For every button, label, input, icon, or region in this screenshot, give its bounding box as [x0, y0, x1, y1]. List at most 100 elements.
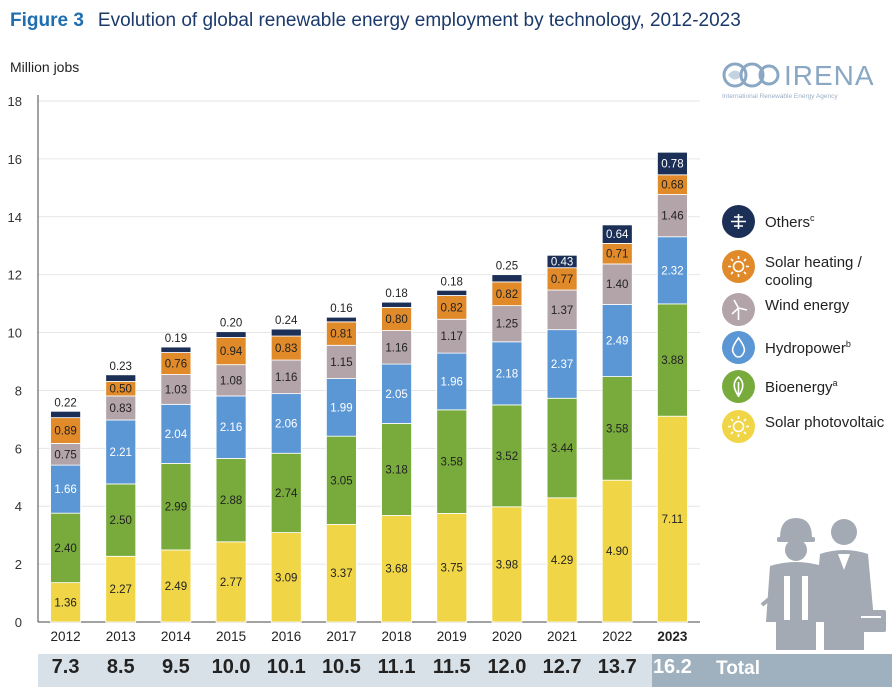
data-label: 2.16: [220, 422, 242, 434]
data-label: 0.83: [275, 343, 297, 355]
data-label: 4.90: [606, 546, 628, 558]
data-label: 0.89: [54, 426, 76, 438]
total-value: 13.7: [597, 656, 637, 678]
data-label: 0.18: [385, 288, 407, 300]
bar-segment: [160, 403, 192, 464]
data-label: 2.49: [165, 581, 187, 593]
bar-segment: [270, 359, 302, 395]
data-label: 7.11: [662, 514, 684, 526]
y-tick-label: 8: [15, 383, 22, 398]
data-label: 0.75: [54, 449, 76, 461]
data-label: 0.94: [220, 346, 243, 358]
data-label: 0.77: [551, 274, 573, 286]
totals-label: Total: [716, 658, 760, 679]
bar-segment: [105, 419, 137, 485]
legend-footnote-marker: b: [845, 339, 851, 349]
bar-segment: [546, 497, 578, 623]
x-tick-label: 2015: [216, 629, 246, 644]
data-label: 0.82: [496, 289, 518, 301]
y-tick-label: 4: [15, 499, 22, 514]
bar-segment: [546, 289, 578, 331]
data-label: 0.19: [165, 333, 187, 345]
x-tick-label: 2016: [271, 629, 301, 644]
data-label: 0.71: [606, 249, 628, 261]
data-label: 2.74: [275, 488, 298, 500]
data-label: 0.50: [110, 384, 132, 396]
data-label: 4.29: [551, 555, 573, 567]
bar-segment: [491, 274, 523, 283]
total-value: 10.1: [266, 656, 306, 678]
legend-label: Bioenergya: [765, 378, 838, 396]
data-label: 0.81: [330, 329, 352, 341]
bar-segment: [381, 301, 412, 308]
bar-segment: [160, 346, 192, 353]
bar-segment: [270, 335, 302, 361]
x-tick-label: 2022: [602, 629, 632, 644]
bar-segment: [657, 194, 688, 238]
bar-segment: [436, 513, 468, 623]
bar-segment: [657, 415, 688, 623]
data-label: 1.36: [54, 597, 76, 609]
bar-segment: [601, 224, 633, 244]
data-label: 0.64: [606, 229, 629, 241]
bar-segment: [491, 404, 523, 508]
data-label: 0.78: [661, 159, 683, 171]
x-tick-label: 2017: [326, 629, 356, 644]
total-value: 10.0: [211, 656, 251, 678]
chart-title: Evolution of global renewable energy emp…: [97, 10, 741, 31]
total-value: 12.7: [542, 656, 582, 678]
total-value: 11.1: [377, 656, 416, 678]
data-label: 0.18: [441, 276, 463, 288]
bar-segment: [491, 305, 523, 343]
data-label: 1.03: [165, 384, 187, 396]
data-label: 0.80: [385, 314, 407, 326]
data-label: 2.21: [110, 447, 132, 459]
data-label: 0.16: [330, 303, 352, 315]
data-label: 0.20: [220, 318, 242, 330]
y-tick-label: 12: [8, 268, 22, 283]
bar-segment: [436, 409, 468, 514]
bar-segment: [436, 289, 468, 296]
data-label: 2.32: [661, 265, 683, 277]
logo-subtitle: International Renewable Energy Agency: [722, 93, 838, 100]
total-value: 7.3: [51, 656, 80, 678]
bar-segment: [160, 549, 192, 623]
x-tick-label: 2018: [382, 629, 412, 644]
data-label: 0.22: [54, 397, 76, 409]
total-value: 9.5: [162, 656, 190, 678]
y-tick-label: 6: [15, 441, 22, 456]
sun-icon: [722, 410, 755, 443]
legend-label: Othersc: [765, 213, 815, 231]
data-label: 2.88: [220, 495, 242, 507]
bar-segment: [546, 329, 578, 399]
bar-segment: [270, 393, 302, 454]
data-label: 3.05: [330, 475, 352, 487]
total-value: 11.5: [432, 656, 471, 678]
bar-segment: [50, 512, 81, 584]
data-label: 0.23: [110, 361, 132, 373]
x-tick-label: 2014: [161, 629, 192, 644]
plus-grid-icon: [722, 205, 755, 238]
y-tick-label: 18: [8, 94, 22, 109]
irena-globe-icon: [722, 62, 780, 88]
data-label: 3.52: [496, 451, 518, 463]
y-tick-label: 0: [15, 615, 22, 630]
bar-segment: [105, 374, 137, 382]
bar-segment: [381, 423, 412, 516]
data-label: 1.96: [441, 376, 463, 388]
total-value: 8.5: [106, 656, 135, 678]
logo-wordmark: IRENA: [784, 60, 875, 91]
bar-segment: [601, 479, 633, 623]
data-label: 1.15: [330, 357, 352, 369]
irena-logo: IRENA International Renewable Energy Age…: [722, 60, 882, 100]
data-label: 2.99: [165, 502, 187, 514]
bar-segment: [657, 303, 688, 417]
x-tick-label: 2021: [547, 629, 577, 644]
data-label: 1.37: [551, 305, 573, 317]
bar-segment: [215, 331, 247, 338]
data-label: 2.49: [606, 336, 628, 348]
data-label: 1.66: [54, 484, 76, 496]
data-label: 1.16: [385, 342, 407, 354]
data-label: 1.16: [275, 372, 297, 384]
data-label: 3.58: [441, 457, 463, 469]
